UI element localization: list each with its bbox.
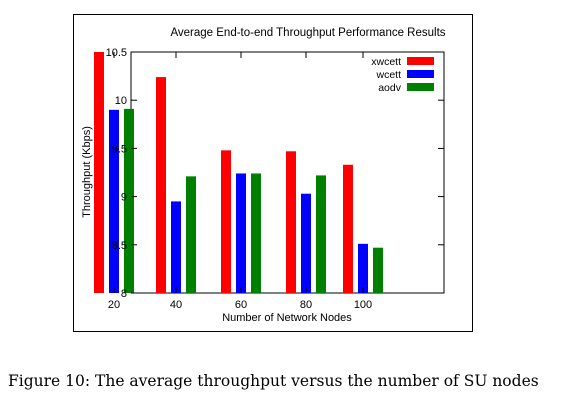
legend-swatch-xwcett	[407, 57, 434, 65]
y-tick-label: 10.5	[106, 47, 127, 59]
bar-xwcett-60	[221, 150, 231, 293]
bar-xwcett-80	[286, 151, 296, 293]
legend-swatch-wcett	[407, 70, 434, 78]
x-tick-label: 20	[108, 299, 120, 311]
y-tick-label: 8.5	[112, 240, 127, 252]
bar-wcett-20	[109, 109, 119, 293]
figure-frame: Average End-to-end Throughput Performanc…	[73, 14, 473, 332]
legend-label-aodv: aodv	[378, 82, 402, 94]
y-tick-label: 9.5	[112, 143, 127, 155]
x-tick-label: 100	[354, 299, 372, 311]
chart-title: Average End-to-end Throughput Performanc…	[170, 27, 445, 39]
y-tick-label: 10	[115, 95, 127, 107]
x-axis-label: Number of Network Nodes	[222, 312, 352, 324]
bar-xwcett-20	[94, 52, 104, 293]
x-tick-label: 40	[170, 299, 182, 311]
bar-wcett-40	[171, 201, 181, 293]
bar-aodv-100	[373, 247, 383, 293]
legend-label-wcett: wcett	[375, 69, 401, 81]
legend-swatch-aodv	[407, 83, 434, 91]
bar-aodv-80	[316, 175, 326, 293]
y-tick-label: 8	[121, 288, 127, 300]
x-tick-label: 60	[235, 299, 247, 311]
y-axis-label: Throughput (Kbps)	[81, 126, 93, 218]
bar-xwcett-100	[343, 164, 353, 293]
bar-wcett-60	[236, 173, 246, 293]
bar-aodv-20	[124, 108, 134, 293]
bar-aodv-60	[251, 173, 261, 293]
bars-layer	[94, 52, 383, 293]
bar-wcett-80	[301, 193, 311, 293]
bar-xwcett-40	[156, 77, 166, 293]
figure-caption: Figure 10: The average throughput versus…	[8, 372, 539, 390]
bar-aodv-40	[186, 176, 196, 293]
ticks-layer: 8 8.5 9 9.5 10 10.5 20 40 60 80 100	[106, 47, 444, 311]
throughput-bar-chart: Average End-to-end Throughput Performanc…	[81, 27, 446, 324]
legend-label-xwcett: xwcett	[371, 56, 401, 68]
y-tick-label: 9	[121, 192, 127, 204]
x-tick-label: 80	[300, 299, 312, 311]
bar-wcett-100	[358, 243, 368, 293]
